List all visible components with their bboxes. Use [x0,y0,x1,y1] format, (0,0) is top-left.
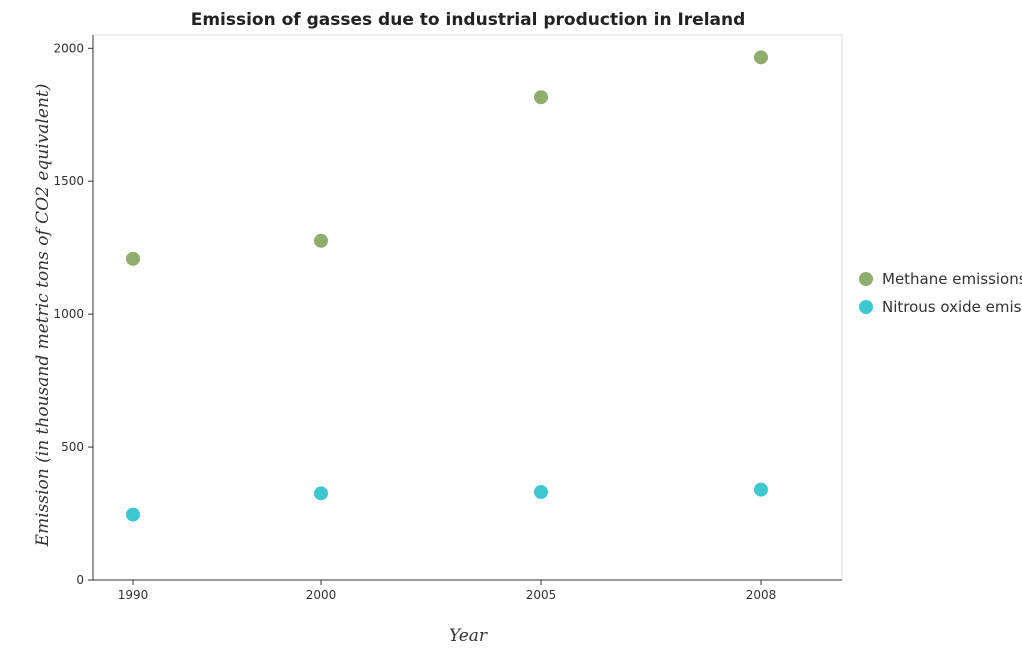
y-tick-label: 1000 [53,307,84,321]
y-tick-label: 2000 [53,41,84,55]
y-tick-label: 0 [76,573,84,587]
y-axis-ticks: 0 500 1000 1500 2000 [53,41,93,587]
legend-label: Methane emissions [882,270,1022,288]
x-tick-label: 1990 [118,588,149,602]
point-series-1-2008 [754,482,768,497]
legend-marker [859,300,873,314]
point-series-1-2005 [534,485,548,500]
x-tick-label: 2005 [526,588,557,602]
point-series-1-2000 [314,486,328,501]
plot-area [92,34,843,581]
point-series-1-1990 [126,507,140,522]
point-series-0-2008 [754,50,768,65]
x-tick-label: 2008 [746,588,777,602]
legend: Methane emissions Nitrous oxide emissions [859,270,1022,316]
point-series-0-2000 [314,233,328,248]
x-tick-label: 2000 [306,588,337,602]
point-series-0-1990 [126,251,140,266]
y-tick-label: 500 [61,440,84,454]
y-tick-label: 1500 [53,174,84,188]
legend-marker [859,272,873,286]
y-axis-label: Emission (in thousand metric tons of CO2… [33,84,53,548]
x-axis-label: Year [449,626,488,646]
chart-title: Emission of gasses due to industrial pro… [191,10,746,30]
legend-label: Nitrous oxide emissions [882,298,1022,316]
data-points [126,50,768,522]
x-axis-ticks: 1990 2000 2005 2008 [118,580,777,602]
point-series-0-2005 [534,90,548,105]
